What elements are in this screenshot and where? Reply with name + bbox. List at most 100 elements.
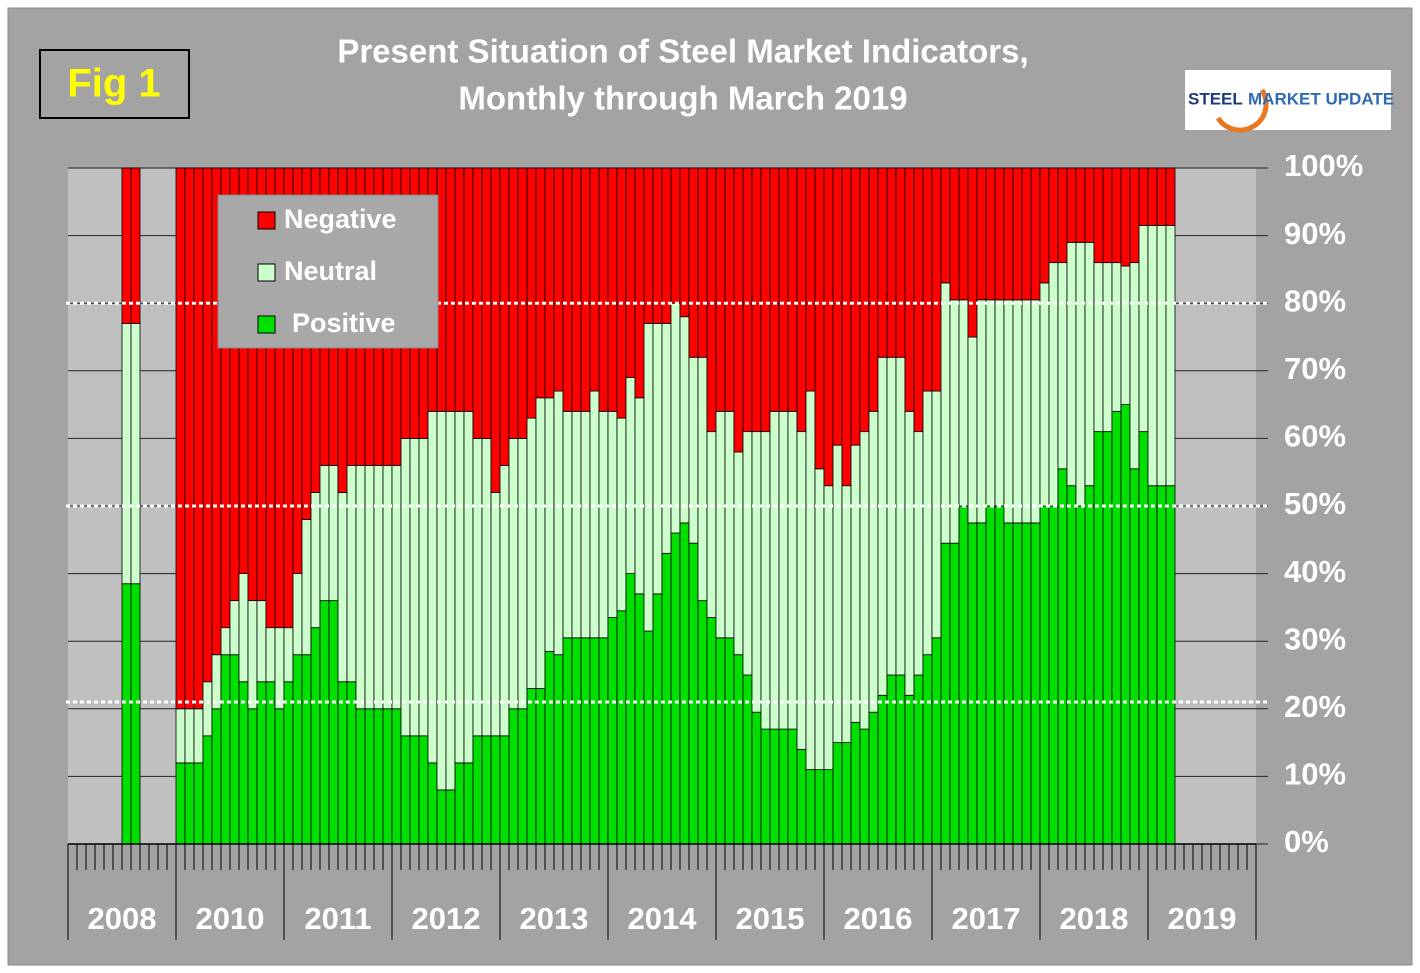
bar-segment bbox=[526, 167, 537, 419]
bar-segment bbox=[526, 688, 537, 845]
bar-segment bbox=[940, 167, 951, 284]
bar-segment bbox=[409, 437, 420, 737]
bar-segment bbox=[598, 410, 609, 639]
x-tick-label: 2018 bbox=[1060, 901, 1129, 936]
bar-segment bbox=[850, 167, 861, 446]
bar-segment bbox=[967, 336, 978, 524]
bar-segment bbox=[814, 167, 825, 470]
bar-segment bbox=[1147, 167, 1158, 226]
y-tick-label: 20% bbox=[1284, 689, 1346, 724]
bar-segment bbox=[1048, 262, 1059, 507]
x-tick-label: 2016 bbox=[844, 901, 913, 936]
bar-segment bbox=[373, 465, 384, 710]
chart-title: Present Situation of Steel Market Indica… bbox=[337, 33, 1028, 70]
bar-segment bbox=[130, 583, 141, 845]
bar-segment bbox=[1048, 167, 1059, 264]
bar-segment bbox=[1120, 404, 1131, 845]
bar-segment bbox=[859, 431, 870, 730]
figure-label-box bbox=[39, 49, 190, 119]
bar-segment bbox=[742, 167, 753, 433]
y-tick-label: 30% bbox=[1284, 621, 1346, 656]
logo: STEEL MARKET UPDATE bbox=[1185, 70, 1394, 133]
bar-segment bbox=[499, 167, 510, 466]
bar-segment bbox=[490, 735, 501, 845]
bar-segment bbox=[940, 282, 951, 544]
bar-segment bbox=[1102, 431, 1113, 845]
bar-segment bbox=[643, 630, 654, 845]
bar-segment bbox=[769, 728, 780, 845]
bar-segment bbox=[436, 410, 447, 791]
bar-segment bbox=[121, 323, 132, 585]
bar-segment bbox=[868, 410, 879, 713]
bar-segment bbox=[976, 167, 987, 301]
bar-segment bbox=[706, 617, 717, 845]
bar-segment bbox=[832, 444, 843, 744]
bar-segment bbox=[652, 167, 663, 324]
bar-segment bbox=[742, 431, 753, 676]
bar-segment bbox=[607, 410, 618, 618]
bar-segment bbox=[1030, 522, 1041, 845]
bar-segment bbox=[202, 681, 213, 737]
bar-segment bbox=[274, 627, 285, 710]
y-tick-label: 70% bbox=[1284, 351, 1346, 386]
chart-title: Monthly through March 2019 bbox=[458, 80, 907, 117]
bar-segment bbox=[1066, 241, 1077, 487]
bar-segment bbox=[778, 728, 789, 845]
bar-segment bbox=[535, 397, 546, 689]
bar-segment bbox=[625, 377, 636, 574]
bar-segment bbox=[382, 465, 393, 710]
bar-segment bbox=[787, 410, 798, 730]
bar-segment bbox=[220, 654, 231, 845]
bar-segment bbox=[445, 167, 456, 412]
bar-segment bbox=[1012, 299, 1023, 524]
bar-segment bbox=[1147, 225, 1158, 487]
bar-segment bbox=[274, 708, 285, 845]
x-tick-label: 2013 bbox=[520, 901, 589, 936]
bar-segment bbox=[1111, 262, 1122, 412]
bar-segment bbox=[643, 167, 654, 324]
bar-segment bbox=[535, 688, 546, 845]
bar-segment bbox=[418, 437, 429, 737]
x-tick-label: 2011 bbox=[304, 901, 371, 936]
bar-segment bbox=[778, 167, 789, 412]
bar-segment bbox=[1003, 299, 1014, 524]
bar-segment bbox=[1012, 522, 1023, 845]
bar-segment bbox=[193, 167, 204, 710]
bar-segment bbox=[229, 600, 240, 656]
bar-segment bbox=[661, 552, 672, 845]
bar-segment bbox=[760, 728, 771, 845]
bar-segment bbox=[409, 735, 420, 845]
bar-segment bbox=[1156, 225, 1167, 487]
bar-segment bbox=[913, 431, 924, 676]
bar-segment bbox=[1003, 522, 1014, 845]
bar-segment bbox=[958, 505, 969, 845]
bar-segment bbox=[1084, 485, 1095, 845]
bar-segment bbox=[958, 299, 969, 507]
bar-segment bbox=[688, 167, 699, 358]
bar-segment bbox=[517, 708, 528, 845]
bar-segment bbox=[994, 167, 1005, 301]
bar-segment bbox=[445, 789, 456, 845]
bar-segment bbox=[922, 167, 933, 392]
bar-segment bbox=[931, 390, 942, 639]
bar-segment bbox=[508, 708, 519, 845]
y-tick-label: 50% bbox=[1284, 486, 1346, 521]
bar-segment bbox=[184, 167, 195, 710]
bar-segment bbox=[850, 444, 861, 723]
bar-segment bbox=[382, 708, 393, 845]
bar-segment bbox=[247, 600, 258, 710]
bar-segment bbox=[121, 167, 132, 324]
bar-segment bbox=[238, 573, 249, 683]
bar-segment bbox=[733, 654, 744, 845]
bar-segment bbox=[805, 167, 816, 392]
bar-segment bbox=[517, 437, 528, 710]
bar-segment bbox=[202, 167, 213, 683]
bar-segment bbox=[661, 323, 672, 554]
y-tick-label: 40% bbox=[1284, 554, 1346, 589]
bar-segment bbox=[184, 708, 195, 764]
bar-segment bbox=[949, 167, 960, 301]
bar-segment bbox=[715, 410, 726, 639]
bar-segment bbox=[805, 769, 816, 845]
bar-segment bbox=[877, 694, 888, 845]
bar-segment bbox=[1111, 167, 1122, 264]
